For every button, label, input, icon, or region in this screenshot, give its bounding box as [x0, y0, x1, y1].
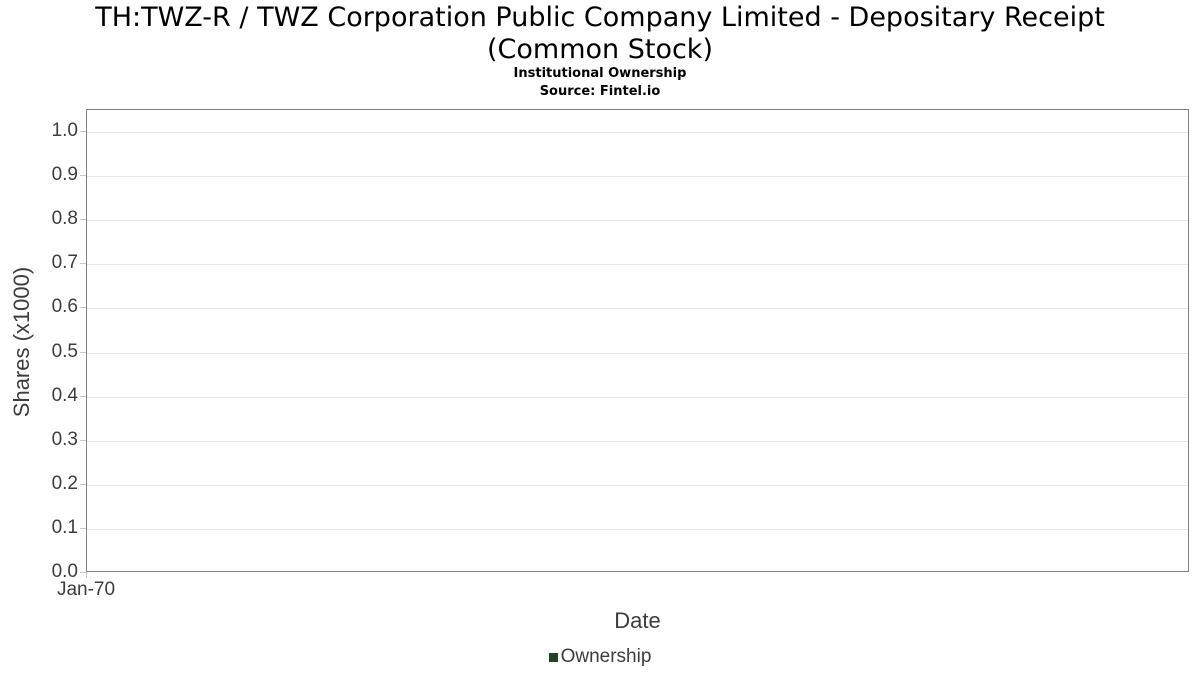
- chart-title: TH:TWZ-R / TWZ Corporation Public Compan…: [95, 2, 1105, 65]
- y-axis-tick-label: 1.0: [51, 120, 78, 141]
- y-axis-tick-label: 0.7: [51, 252, 78, 273]
- chart-source: Source: Fintel.io: [539, 84, 661, 99]
- y-axis-tick-label: 0.2: [51, 473, 78, 494]
- y-axis-tick-label: 0.1: [51, 517, 78, 538]
- chart-subtitle: Institutional Ownership: [513, 66, 687, 81]
- y-axis-tick-label: 0.0: [51, 561, 78, 582]
- y-axis-tick-label: 0.8: [51, 208, 78, 229]
- y-axis-tick-mark: [80, 131, 86, 132]
- y-axis-tick-mark: [80, 440, 86, 441]
- y-axis-tick-mark: [80, 175, 86, 176]
- gridline: [87, 353, 1188, 354]
- legend-label-ownership: Ownership: [560, 646, 652, 667]
- y-axis-tick-mark: [80, 528, 86, 529]
- gridline: [87, 220, 1188, 221]
- gridline: [87, 485, 1188, 486]
- y-axis-tick-mark: [80, 219, 86, 220]
- x-axis-label: Date: [614, 608, 661, 633]
- gridline: [87, 397, 1188, 398]
- gridline: [87, 529, 1188, 530]
- y-axis-tick-mark: [80, 352, 86, 353]
- y-axis-tick-label: 0.9: [51, 164, 78, 185]
- legend: Ownership: [0, 646, 1200, 668]
- y-axis-tick-mark: [80, 307, 86, 308]
- y-axis-tick-mark: [80, 484, 86, 485]
- gridline: [87, 441, 1188, 442]
- y-axis-tick-mark: [80, 263, 86, 264]
- plot-area: [86, 109, 1189, 572]
- gridline: [87, 264, 1188, 265]
- y-axis-tick-mark: [80, 396, 86, 397]
- gridline: [87, 308, 1188, 309]
- y-axis-tick-label: 0.6: [51, 296, 78, 317]
- x-axis-tick-mark: [86, 572, 87, 578]
- y-axis-tick-label: 0.4: [51, 385, 78, 406]
- x-axis-tick-label: Jan-70: [56, 579, 116, 600]
- gridline: [87, 132, 1188, 133]
- y-axis-tick-label: 0.3: [51, 429, 78, 450]
- y-axis-tick-labels: 0.0 0.1 0.2 0.3 0.4 0.5 0.6 0.7 0.8 0.9 1.0: [0, 109, 78, 582]
- y-axis-tick-mark: [80, 572, 86, 573]
- legend-swatch-ownership: [548, 652, 558, 662]
- gridline: [87, 176, 1188, 177]
- y-axis-tick-label: 0.5: [51, 341, 78, 362]
